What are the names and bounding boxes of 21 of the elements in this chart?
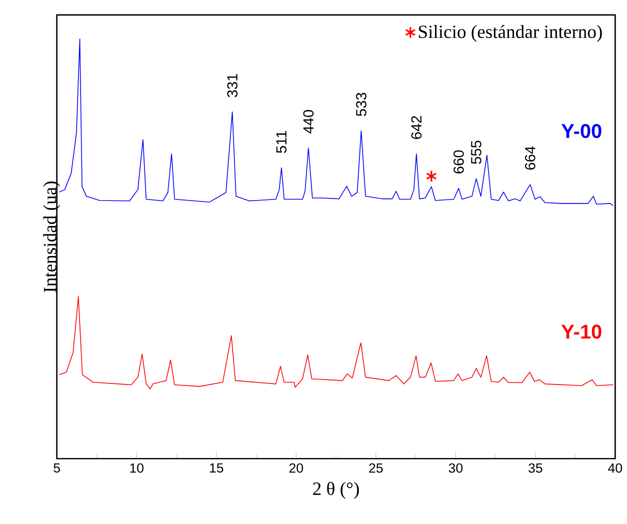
x-tick-label: 5 [54,463,60,472]
x-tick-label: 35 [528,463,542,473]
x-axis-title: 2 θ (°) [313,482,359,499]
x-tick-label: 30 [448,463,463,473]
annotation: 533 [356,92,366,116]
text: Y-10 [561,324,602,339]
x-tick-label: 20 [289,463,304,473]
annotation: 660 [454,150,464,174]
x-tick-label: 10 [130,463,144,473]
annotation: 642 [411,116,422,139]
annotation: 440 [303,110,314,134]
y-axis-title: Intensidad (ua) [43,181,60,292]
annotation: 664 [524,146,536,170]
annotation: 555 [471,140,482,164]
x-tick-label: 40 [608,463,622,473]
x-tick-label: 15 [210,463,224,472]
annotation: 511 [276,130,287,153]
annotation: 331 [227,74,238,97]
x-tick-label: 25 [369,463,383,473]
legend-label: Silicio (estándar interno) [418,24,602,42]
text: Y-00 [561,124,602,138]
